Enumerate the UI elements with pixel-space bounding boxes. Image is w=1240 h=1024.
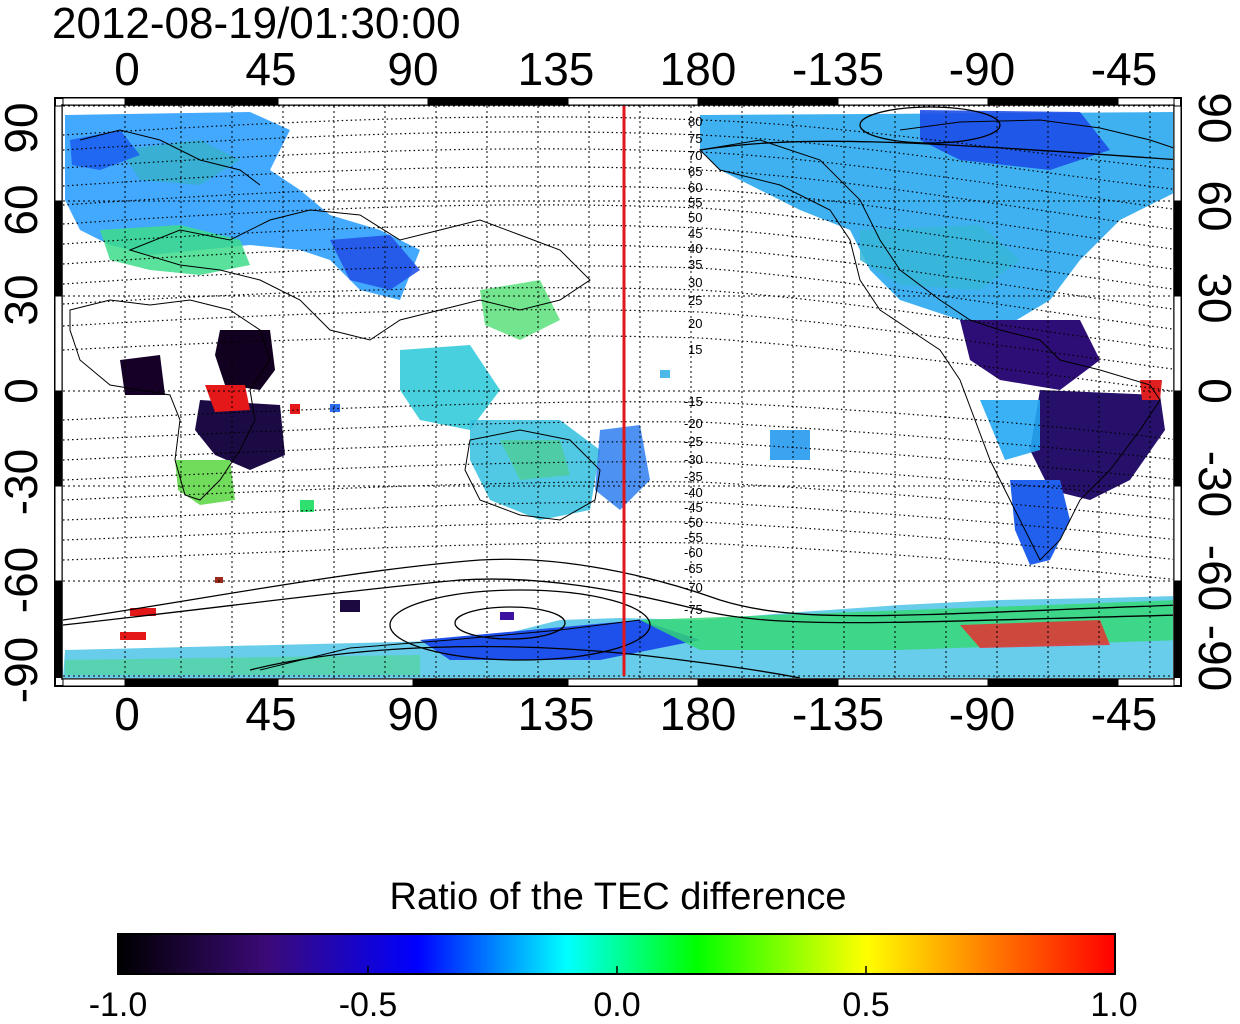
- mlat-label: -15: [684, 394, 703, 409]
- coastlines: [69, 119, 1173, 671]
- lon-tick-top: 90: [387, 43, 438, 95]
- lon-tick-top: 45: [245, 43, 296, 95]
- mlat-label: 75: [688, 131, 702, 146]
- colorbar-tick-label: 0.0: [593, 986, 640, 1024]
- lon-ticks-top: 0 45 90 135 180 -135 -90 -45: [114, 43, 1157, 95]
- lon-tick-bottom: 135: [518, 688, 595, 740]
- mlat-label: -50: [684, 515, 703, 530]
- lon-tick-top: -90: [949, 43, 1015, 95]
- lon-tick-bottom: 0: [114, 688, 140, 740]
- axis-bar-left: [54, 105, 63, 678]
- map-grid: [63, 105, 1173, 678]
- lon-tick-bottom: 45: [245, 688, 296, 740]
- lon-tick-bottom: -45: [1091, 688, 1157, 740]
- lon-tick-top: 180: [660, 43, 737, 95]
- lon-tick-top: -45: [1091, 43, 1157, 95]
- mlat-label: 35: [688, 257, 702, 272]
- lat-tick-right: 60: [1189, 180, 1240, 231]
- colorbar-title: Ratio of the TEC difference: [390, 876, 847, 918]
- colorbar-tick-label: 1.0: [1090, 986, 1137, 1024]
- mlat-label: 15: [688, 342, 702, 357]
- lon-tick-top: 0: [114, 43, 140, 95]
- mlat-label: 50: [688, 210, 702, 225]
- lat-ticks-left: 90 60 30 0 -30 -60 -90: [0, 102, 47, 703]
- mlat-label: -60: [684, 545, 703, 560]
- mlat-label: -45: [684, 500, 703, 515]
- colorbar-ticks: -1.0 -0.5 0.0 0.5 1.0: [89, 986, 1138, 1024]
- axis-bar-right: [1173, 105, 1182, 678]
- lat-tick-left: -30: [0, 449, 47, 515]
- lat-tick-left: -90: [0, 637, 47, 703]
- colorbar-tick-label: -1.0: [89, 986, 148, 1024]
- mlat-label: 40: [688, 241, 702, 256]
- lon-tick-top: 135: [518, 43, 595, 95]
- lat-tick-left: -60: [0, 547, 47, 613]
- colorbar-tick-marks: [367, 966, 867, 974]
- mlat-label: 80: [688, 114, 702, 129]
- mlat-label: 65: [688, 164, 702, 179]
- magnetic-latitude-labels: 80 75 70 65 60 55 50 45 40 35 30 25 20 1…: [684, 114, 703, 617]
- axis-bar-top: [62, 97, 1175, 106]
- lat-tick-left: 90: [0, 102, 47, 153]
- timestamp: 2012-08-19/01:30:00: [52, 0, 461, 48]
- mlat-label: 20: [688, 316, 702, 331]
- axis-bar-bottom: [62, 678, 1175, 687]
- mlat-label: -40: [684, 485, 703, 500]
- lat-tick-left: 30: [0, 274, 47, 325]
- lat-tick-left: 60: [0, 184, 47, 235]
- colorbar-tick-label: 0.5: [842, 986, 889, 1024]
- mlat-label: 25: [688, 293, 702, 308]
- mlat-label: 45: [688, 226, 702, 241]
- magnetic-latitude-contours: [63, 116, 1173, 580]
- auroral-contours: [63, 106, 1173, 678]
- lat-ticks-right: 90 60 30 0 -30 -60 -90: [1189, 92, 1240, 691]
- mlat-label: -75: [684, 602, 703, 617]
- lon-tick-bottom: -90: [949, 688, 1015, 740]
- colorbar-tick-label: -0.5: [339, 986, 398, 1024]
- lon-tick-bottom: -135: [792, 688, 884, 740]
- mlat-label: -65: [684, 561, 703, 576]
- mlat-label: 60: [688, 180, 702, 195]
- lon-tick-top: -135: [792, 43, 884, 95]
- lat-tick-right: 90: [1189, 92, 1240, 143]
- mlat-label: -20: [684, 416, 703, 431]
- mlat-label: -70: [684, 580, 703, 595]
- lat-tick-right: 0: [1189, 378, 1240, 404]
- lat-tick-right: -90: [1189, 625, 1240, 691]
- mlat-label: -55: [684, 530, 703, 545]
- lon-tick-bottom: 90: [387, 688, 438, 740]
- mlat-label: 70: [688, 148, 702, 163]
- lat-tick-right: -30: [1189, 451, 1240, 517]
- mlat-label: -30: [684, 452, 703, 467]
- lat-tick-right: 30: [1189, 272, 1240, 323]
- lat-tick-left: 0: [0, 378, 47, 404]
- mlat-label: 30: [688, 275, 702, 290]
- mlat-label: -35: [684, 469, 703, 484]
- lon-tick-bottom: 180: [660, 688, 737, 740]
- mlat-label: 55: [688, 195, 702, 210]
- lon-ticks-bottom: 0 45 90 135 180 -135 -90 -45: [114, 688, 1157, 740]
- mlat-label: -25: [684, 434, 703, 449]
- lat-tick-right: -60: [1189, 545, 1240, 611]
